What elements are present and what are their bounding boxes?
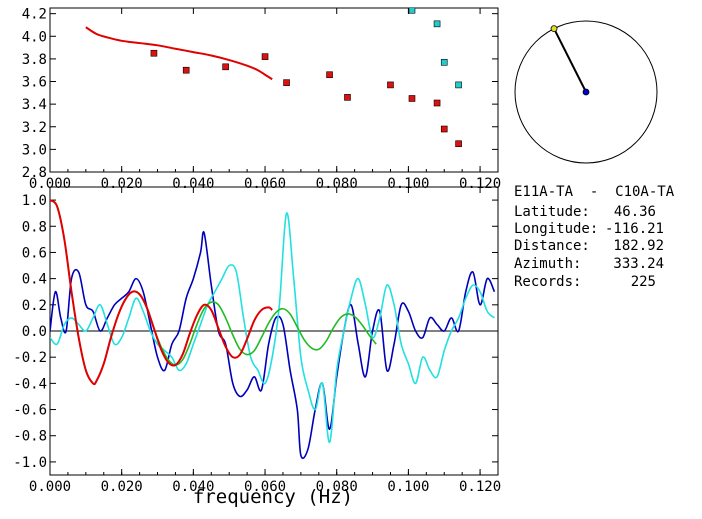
top-x-tick-label: 0.060 (244, 176, 286, 192)
top-x-tick-label: 0.100 (387, 176, 429, 192)
top-x-tick-label: 0.000 (29, 176, 71, 192)
azimuth-value: 333.24 (613, 256, 664, 272)
longitude-label: Longitude: (514, 221, 598, 237)
bottom-x-tick-label: 0.000 (29, 479, 71, 495)
distance-value: 182.92 (613, 238, 664, 254)
bottom-y-tick-label: 0.0 (22, 324, 47, 340)
x-axis-label: frequency (Hz) (193, 486, 353, 508)
bottom-y-tick-label: -0.6 (13, 403, 47, 419)
bottom-x-tick-label: 0.020 (101, 479, 143, 495)
top-y-tick-label: 4.0 (22, 29, 47, 45)
top-y-tick-label: 3.0 (22, 142, 47, 158)
bottom-y-tick-label: 1.0 (22, 193, 47, 209)
bottom-y-tick-label: -0.8 (13, 429, 47, 445)
top-y-tick-label: 3.6 (22, 75, 47, 91)
top-point-square_red (182, 66, 190, 74)
top-point-square_cyan (455, 81, 462, 89)
station-pair-label: E11A-TA - C10A-TA (514, 184, 675, 200)
top-x-tick-label: 0.080 (316, 176, 358, 192)
spectrum-chart: 0.000 0.020 0.040 0.060 0.080 0.100 0.120 1.0 0.… (13, 186, 501, 495)
azimuth-compass (514, 20, 658, 164)
azimuth-label: Azimuth: (514, 256, 581, 272)
longitude-value: -116.21 (605, 221, 664, 237)
top-y-tick-label: 3.4 (22, 97, 47, 113)
records-label: Records: (514, 274, 581, 290)
top-y-tick-label: 3.8 (22, 52, 47, 68)
top-frame (49, 7, 499, 173)
top-point-square_red (261, 53, 269, 60)
top-point-square_red (408, 95, 416, 102)
top-x-tick-label: 0.120 (459, 176, 501, 192)
top-point-square_red (433, 99, 441, 107)
top-point-square_red (455, 140, 462, 148)
top-point-square_red (326, 71, 333, 79)
bottom-y-tick-label: -0.4 (13, 376, 47, 392)
top-point-square_red (387, 81, 394, 89)
velocity-dispersion-chart: 0.000 0.020 0.040 0.060 0.080 0.100 0.120 2.8 3.… (22, 7, 501, 192)
bottom-x-tick-label: 0.100 (387, 479, 429, 495)
bottom-y-tick-label: 0.6 (22, 245, 47, 261)
latitude-value: 46.36 (614, 204, 656, 220)
latitude-label: Latitude: (514, 204, 590, 220)
bottom-x-tick-label: 0.040 (172, 479, 214, 495)
top-series-red (85, 26, 273, 81)
center-marker (582, 88, 590, 96)
top-x-tick-label: 0.040 (172, 176, 214, 192)
station-info-panel: E11A-TA - C10A-TA Latitude: 46.36 Longit… (514, 184, 675, 290)
top-point-square_red (440, 125, 448, 133)
top-y-tick-label: 2.8 (22, 165, 47, 181)
bottom-y-tick-label: -1.0 (13, 455, 47, 471)
top-point-square_cyan (408, 8, 416, 14)
bottom-x-tick-label: 0.080 (316, 479, 358, 495)
bottom-y-tick-label: -0.2 (13, 350, 47, 366)
bottom-y-tick-label: 0.4 (22, 272, 47, 288)
azimuth-needle (553, 28, 587, 93)
bottom-x-tick-label: 0.060 (244, 479, 286, 495)
top-plot-area (85, 8, 462, 148)
bottom-series-cyan (50, 212, 495, 444)
bottom-y-tick-label: 0.2 (22, 298, 47, 314)
station-marker (550, 25, 558, 33)
top-y-tick-label: 4.2 (22, 7, 47, 23)
bottom-series-blue (50, 230, 496, 459)
bottom-series-red (50, 199, 273, 386)
top-point-square_cyan (440, 58, 448, 66)
top-point-square_red (283, 79, 290, 86)
compass-circle (514, 20, 658, 164)
top-point-square_cyan (433, 20, 441, 28)
records-value: 225 (631, 274, 656, 290)
top-point-square_red (344, 94, 351, 101)
distance-label: Distance: (514, 238, 590, 254)
top-point-square_red (222, 63, 229, 71)
bottom-y-tick-label: 0.8 (22, 219, 47, 235)
top-y-tick-label: 3.2 (22, 120, 47, 136)
bottom-plot-area (50, 199, 498, 459)
top-x-tick-label: 0.020 (101, 176, 143, 192)
bottom-x-tick-label: 0.120 (459, 479, 501, 495)
top-point-square_red (150, 49, 158, 57)
